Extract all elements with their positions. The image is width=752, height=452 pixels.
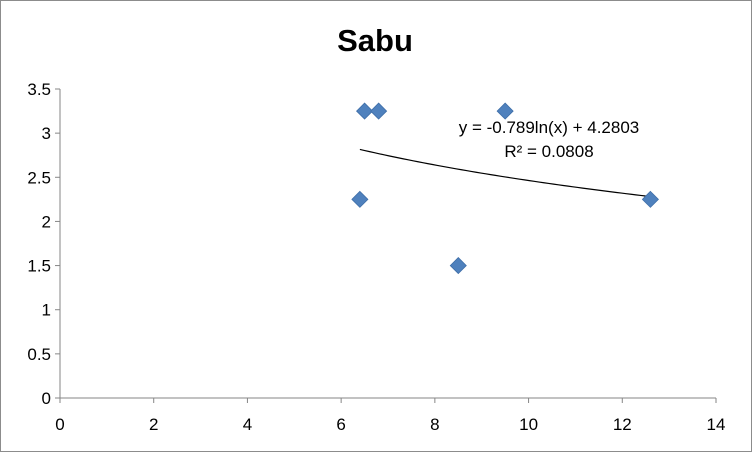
trendline-r-squared: R² = 0.0808 (504, 142, 593, 161)
data-points (351, 102, 659, 275)
x-tick-label: 0 (55, 415, 64, 434)
y-tick-label: 0 (42, 389, 51, 408)
data-point (370, 102, 388, 120)
chart-title: Sabu (337, 23, 413, 58)
y-tick-label: 3 (42, 124, 51, 143)
x-tick-label: 2 (149, 415, 158, 434)
trendline (359, 148, 651, 198)
y-tick-label: 2 (42, 212, 51, 231)
x-tick-label: 6 (336, 415, 345, 434)
y-axis-ticks: 0 0.5 1 1.5 2 2.5 3 3.5 (27, 80, 60, 408)
data-point (356, 102, 374, 120)
trendline-equation: y = -0.789ln(x) + 4.2803 (459, 118, 640, 137)
x-tick-label: 4 (243, 415, 252, 434)
y-tick-label: 3.5 (27, 80, 51, 99)
x-tick-label: 8 (430, 415, 439, 434)
y-tick-label: 1.5 (27, 257, 51, 276)
x-tick-label: 14 (707, 415, 726, 434)
y-tick-label: 1 (42, 301, 51, 320)
data-point (449, 257, 467, 275)
x-tick-label: 12 (613, 415, 632, 434)
y-tick-label: 2.5 (27, 168, 51, 187)
data-point (351, 190, 369, 208)
x-axis-ticks: 0 2 4 6 8 10 12 14 (55, 398, 725, 434)
data-point (496, 102, 514, 120)
trendline-curve (359, 148, 651, 198)
axes (59, 89, 716, 399)
x-tick-label: 10 (519, 415, 538, 434)
data-point (641, 190, 659, 208)
y-tick-label: 0.5 (27, 345, 51, 364)
